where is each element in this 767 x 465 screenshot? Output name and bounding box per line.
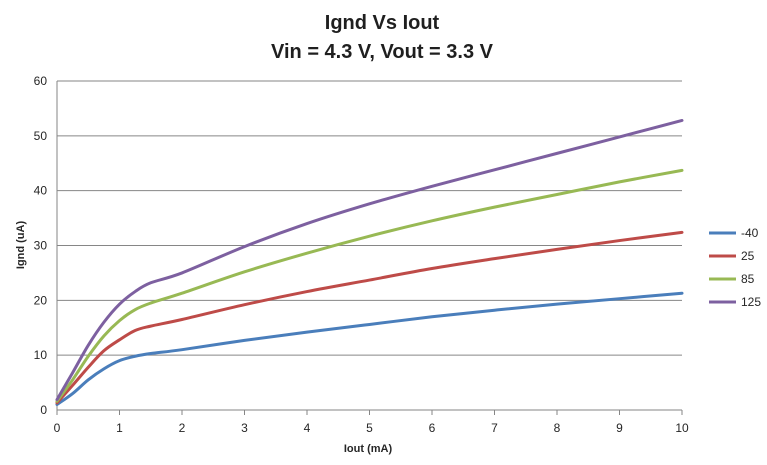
legend: -40 25 85 125 — [709, 226, 761, 309]
y-tick-label: 60 — [34, 74, 48, 88]
x-tick-label: 7 — [491, 421, 498, 435]
y-tick-label: 10 — [34, 348, 48, 362]
y-tick-label: 20 — [34, 293, 48, 307]
x-tick-label: 1 — [116, 421, 123, 435]
series-line-3 — [55, 118, 684, 402]
series-lines — [55, 118, 684, 407]
legend-label-1: 25 — [741, 249, 755, 263]
chart-subtitle: Vin = 4.3 V, Vout = 3.3 V — [271, 41, 494, 63]
x-tick-label: 6 — [429, 421, 436, 435]
x-tick-label: 2 — [179, 421, 186, 435]
y-tick-label: 30 — [34, 239, 48, 253]
series-line-1 — [55, 230, 684, 405]
y-tick-label: 0 — [40, 403, 47, 417]
series-line-0 — [55, 291, 684, 407]
x-tick-label: 8 — [554, 421, 561, 435]
x-tick-label: 4 — [304, 421, 311, 435]
x-tick-label: 9 — [616, 421, 623, 435]
axes — [56, 81, 683, 415]
x-tick-label: 10 — [675, 421, 689, 435]
x-tick-label: 5 — [366, 421, 373, 435]
series-line-2 — [55, 168, 684, 403]
y-tick-label: 40 — [34, 184, 48, 198]
legend-label-2: 85 — [741, 272, 755, 286]
y-axis-title: Ignd (uA) — [15, 221, 27, 270]
y-tick-labels: 0 10 20 30 40 50 60 — [34, 74, 48, 417]
chart-title: Ignd Vs Iout — [325, 12, 440, 34]
gridlines — [57, 80, 682, 356]
legend-label-3: 125 — [741, 295, 761, 309]
x-tick-labels: 0 1 2 3 4 5 6 7 8 9 10 — [54, 421, 689, 435]
x-axis-title: Iout (mA) — [344, 443, 393, 455]
y-tick-label: 50 — [34, 129, 48, 143]
legend-label-0: -40 — [741, 226, 759, 240]
x-tick-label: 0 — [54, 421, 61, 435]
x-tick-label: 3 — [241, 421, 248, 435]
